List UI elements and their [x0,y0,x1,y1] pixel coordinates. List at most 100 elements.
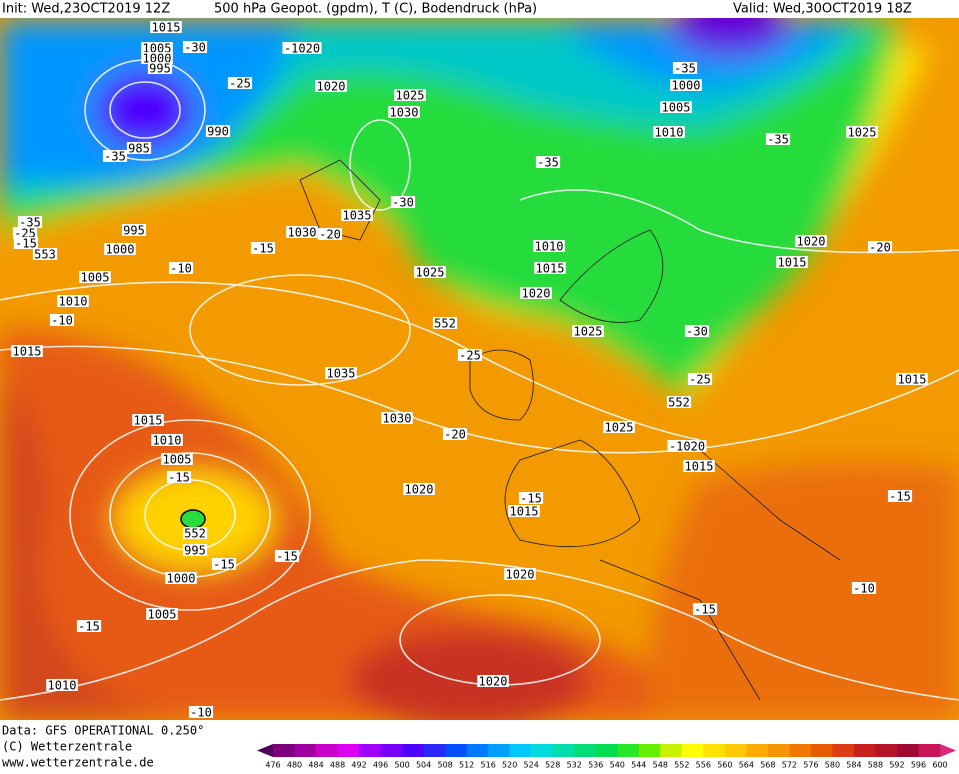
colorbar-label: 540 [610,761,625,770]
label-box [394,89,426,101]
contour-label: 553 [34,248,56,262]
label-box [572,325,604,337]
contour-label: 1000 [167,572,196,586]
contour-label: -25 [459,349,481,363]
colorbar-box [316,744,339,757]
colorbar-arrow [257,744,273,757]
label-box [520,287,552,299]
colorbar-label: 592 [889,761,904,770]
contour-label: 552 [184,527,206,541]
contour-label: -25 [229,77,251,91]
colorbar-box [337,744,360,757]
colorbar-box [638,744,661,757]
label-box [182,41,208,53]
label-box [147,62,173,74]
contour-label: -15 [78,620,100,634]
colorbar-box [746,744,769,757]
contour-label: 1015 [778,256,807,270]
contour-label: 1005 [662,101,691,115]
label-box [403,483,435,495]
contour-label: 995 [149,62,171,76]
contour-label: -35 [674,62,696,76]
contour-label: -15 [520,492,542,506]
label-box [765,133,791,145]
contour-label: 1015 [898,373,927,387]
label-box [79,271,111,283]
valid-text: Valid: Wed,30OCT2019 18Z [733,2,912,17]
label-box [182,527,208,539]
website: www.wetterzentrale.de [2,756,154,770]
colorbar-box [466,744,489,757]
label-box [13,237,39,249]
label-box [17,216,43,228]
label-box [211,558,237,570]
label-box [282,42,322,54]
label-box [442,428,468,440]
label-box [317,228,343,240]
contour-label: -15 [252,242,274,256]
label-box [896,373,928,385]
contour-label: -20 [444,428,466,442]
contour-label: -35 [767,133,789,147]
colorbar-box [574,744,597,757]
contour-label: -35 [537,156,559,170]
label-box [667,440,707,452]
label-box [341,209,373,221]
label-box [104,243,136,255]
contour-label: 1035 [327,367,356,381]
colorbar-box [789,744,812,757]
colorbar-box [402,744,425,757]
label-box [660,101,692,113]
label-box [12,227,38,239]
contour-label: 1015 [536,262,565,276]
colorbar-label: 484 [308,761,323,770]
label-box [508,505,540,517]
label-box [250,242,276,254]
colorbar-label: 516 [481,761,496,770]
contour-label: 1035 [343,209,372,223]
contour-label: -35 [104,150,126,164]
colorbar-label: 536 [588,761,603,770]
label-box [795,235,827,247]
label-box [776,256,808,268]
colorbar-box [918,744,941,757]
data-source: Data: GFS OPERATIONAL 0.250° [2,724,204,738]
label-box [533,240,565,252]
colorbar-box [896,744,919,757]
label-box [653,126,685,138]
label-box [684,325,710,337]
label-box [57,295,89,307]
colorbar-label: 480 [287,761,302,770]
contour-label: 1030 [288,226,317,240]
label-box [46,679,78,691]
label-box [121,224,147,236]
colorbar-box [509,744,532,757]
contour-label: 552 [668,396,690,410]
colorbar-label: 576 [803,761,818,770]
colorbar-label: 572 [782,761,797,770]
colorbar-label: 556 [696,761,711,770]
contour-label: 1005 [81,271,110,285]
colorbar-box [660,744,683,757]
contour-label: -10 [51,314,73,328]
label-box [76,620,102,632]
label-box [166,471,192,483]
label-box [150,21,182,33]
contour-label: 995 [184,544,206,558]
colorbar-box [359,744,382,757]
colorbar-label: 580 [825,761,840,770]
contour-label: 1010 [655,126,684,140]
label-box [205,125,231,137]
contour-label: -30 [184,41,206,55]
label-box [381,412,413,424]
colorbar-box [531,744,554,757]
colorbar-label: 492 [351,761,366,770]
contour-label: 995 [123,224,145,238]
colorbar-label: 488 [330,761,345,770]
contour-label: 1005 [163,453,192,467]
map [0,18,959,720]
contour-label: 1020 [405,483,434,497]
contour-label: -1020 [284,42,320,56]
label-box [325,367,357,379]
label-box [851,582,877,594]
